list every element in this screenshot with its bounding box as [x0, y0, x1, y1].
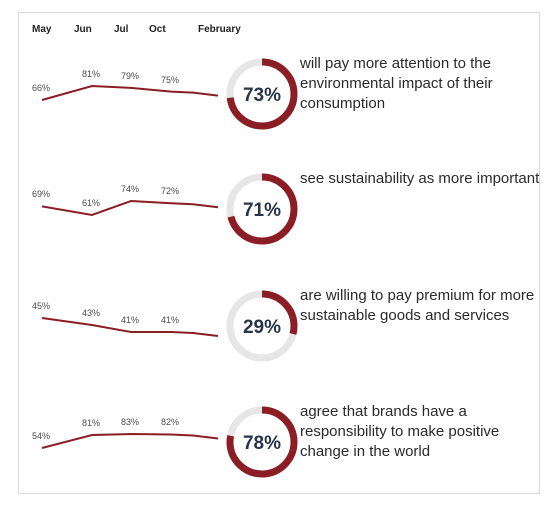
sparkline-value-label: 66% — [32, 83, 50, 93]
sparkline-path — [41, 84, 219, 101]
sparkline-value-label: 82% — [161, 417, 179, 427]
donut-center-value: 78% — [243, 433, 281, 454]
sparkline-value-label: 54% — [32, 431, 50, 441]
sparkline-value-label: 69% — [32, 189, 50, 199]
donut-center-value: 29% — [243, 317, 281, 338]
metric-row: 54% 81% 83% 82% 78% agree that brands have a … — [28, 398, 548, 508]
donut-value-arc — [226, 290, 298, 362]
donut-center-value: 73% — [243, 85, 281, 106]
sparkline-value-label: 81% — [82, 418, 100, 428]
sparkline-value-label: 81% — [82, 69, 100, 79]
sparkline: 69% 61% 74% 72% — [32, 184, 219, 217]
donut-gauge: 73% — [226, 58, 298, 130]
donut-center-value: 71% — [243, 200, 281, 221]
sparkline: 54% 81% 83% 82% — [32, 417, 219, 449]
donut-gauge: 71% — [226, 173, 298, 245]
metric-description: are willing to pay premium for more sust… — [300, 287, 535, 324]
month-label-oct: Oct — [149, 24, 166, 35]
sparkline-path — [41, 317, 219, 337]
sparkline-path — [41, 432, 219, 449]
month-label-may: May — [32, 24, 52, 35]
sparkline-value-label: 41% — [121, 315, 139, 325]
sparkline: 45% 43% 41% 41% — [32, 301, 219, 337]
donut-value-arc — [226, 58, 298, 130]
sparkline-value-label: 45% — [32, 301, 50, 311]
sparkline-value-label: 41% — [161, 315, 179, 325]
donut-gauge: 78% — [226, 406, 298, 478]
month-label-jun: Jun — [74, 24, 92, 35]
month-header: May Jun Jul Oct February — [32, 24, 272, 44]
sparkline-path — [41, 199, 219, 217]
metric-row: 69% 61% 74% 72% 71% see sustainability as mor… — [28, 165, 548, 275]
month-label-february: February — [198, 24, 241, 35]
sparkline: 66% 81% 79% 75% — [32, 69, 219, 101]
metric-row: 45% 43% 41% 41% 29% are willing to pay premiu… — [28, 282, 548, 392]
metric-description: agree that brands have a responsibility … — [300, 403, 500, 460]
sparkline-value-label: 61% — [82, 198, 100, 208]
sparkline-value-label: 43% — [82, 308, 100, 318]
sparkline-value-label: 83% — [121, 417, 139, 427]
metric-description: will pay more attention to the environme… — [300, 55, 493, 112]
donut-gauge: 29% — [226, 290, 298, 362]
donut-value-arc — [226, 173, 298, 245]
sparkline-value-label: 72% — [161, 186, 179, 196]
sparkline-value-label: 75% — [161, 75, 179, 85]
donut-value-arc — [226, 406, 298, 478]
metric-row: 66% 81% 79% 75% 73% will pay more attention t… — [28, 50, 548, 160]
sparkline-value-label: 79% — [121, 71, 139, 81]
month-label-jul: Jul — [114, 24, 129, 35]
sparkline-value-label: 74% — [121, 184, 139, 194]
metric-description: see sustainability as more important — [300, 170, 540, 187]
